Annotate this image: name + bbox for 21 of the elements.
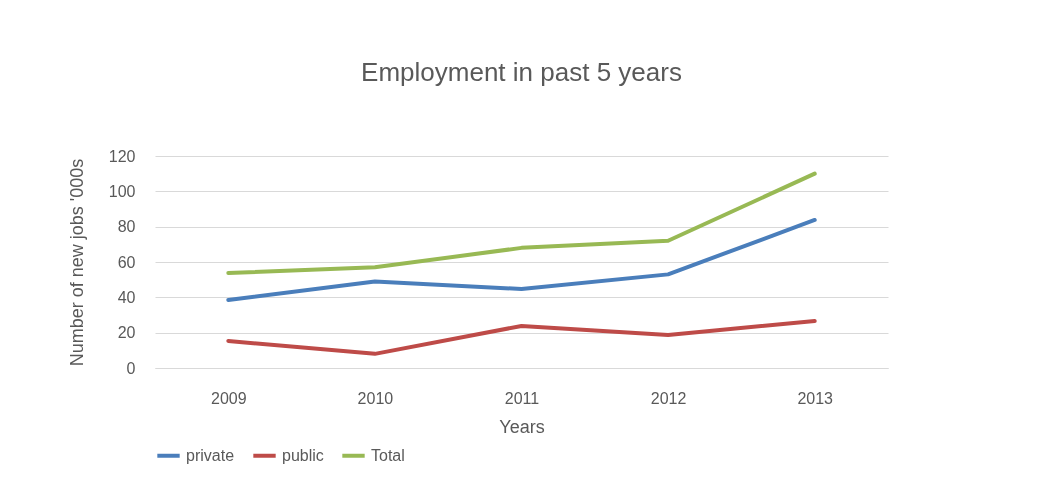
line-series <box>226 171 817 275</box>
y-tick-label: 100 <box>108 182 136 200</box>
line-series <box>226 217 817 302</box>
line-series <box>226 319 817 356</box>
y-tick-label: 40 <box>117 288 136 306</box>
y-tick-label: 80 <box>117 218 136 236</box>
x-axis-title: Years <box>499 416 545 437</box>
x-tick-label: 2009 <box>211 389 247 407</box>
y-tick-label: 20 <box>117 324 136 342</box>
legend-label: private <box>186 446 235 464</box>
legend-label: public <box>282 446 324 464</box>
x-tick-label: 2011 <box>504 389 540 407</box>
x-tick-label: 2012 <box>650 389 687 407</box>
x-tick-label: 2010 <box>357 389 394 407</box>
x-tick-label: 2013 <box>797 389 834 407</box>
y-tick-label: 120 <box>108 147 136 165</box>
y-axis-title: Number of new jobs '000s <box>66 158 87 367</box>
chart-title: Employment in past 5 years <box>361 57 682 87</box>
legend-label: Total <box>371 446 405 464</box>
y-tick-label: 60 <box>117 253 136 271</box>
y-tick-label: 0 <box>126 359 136 377</box>
